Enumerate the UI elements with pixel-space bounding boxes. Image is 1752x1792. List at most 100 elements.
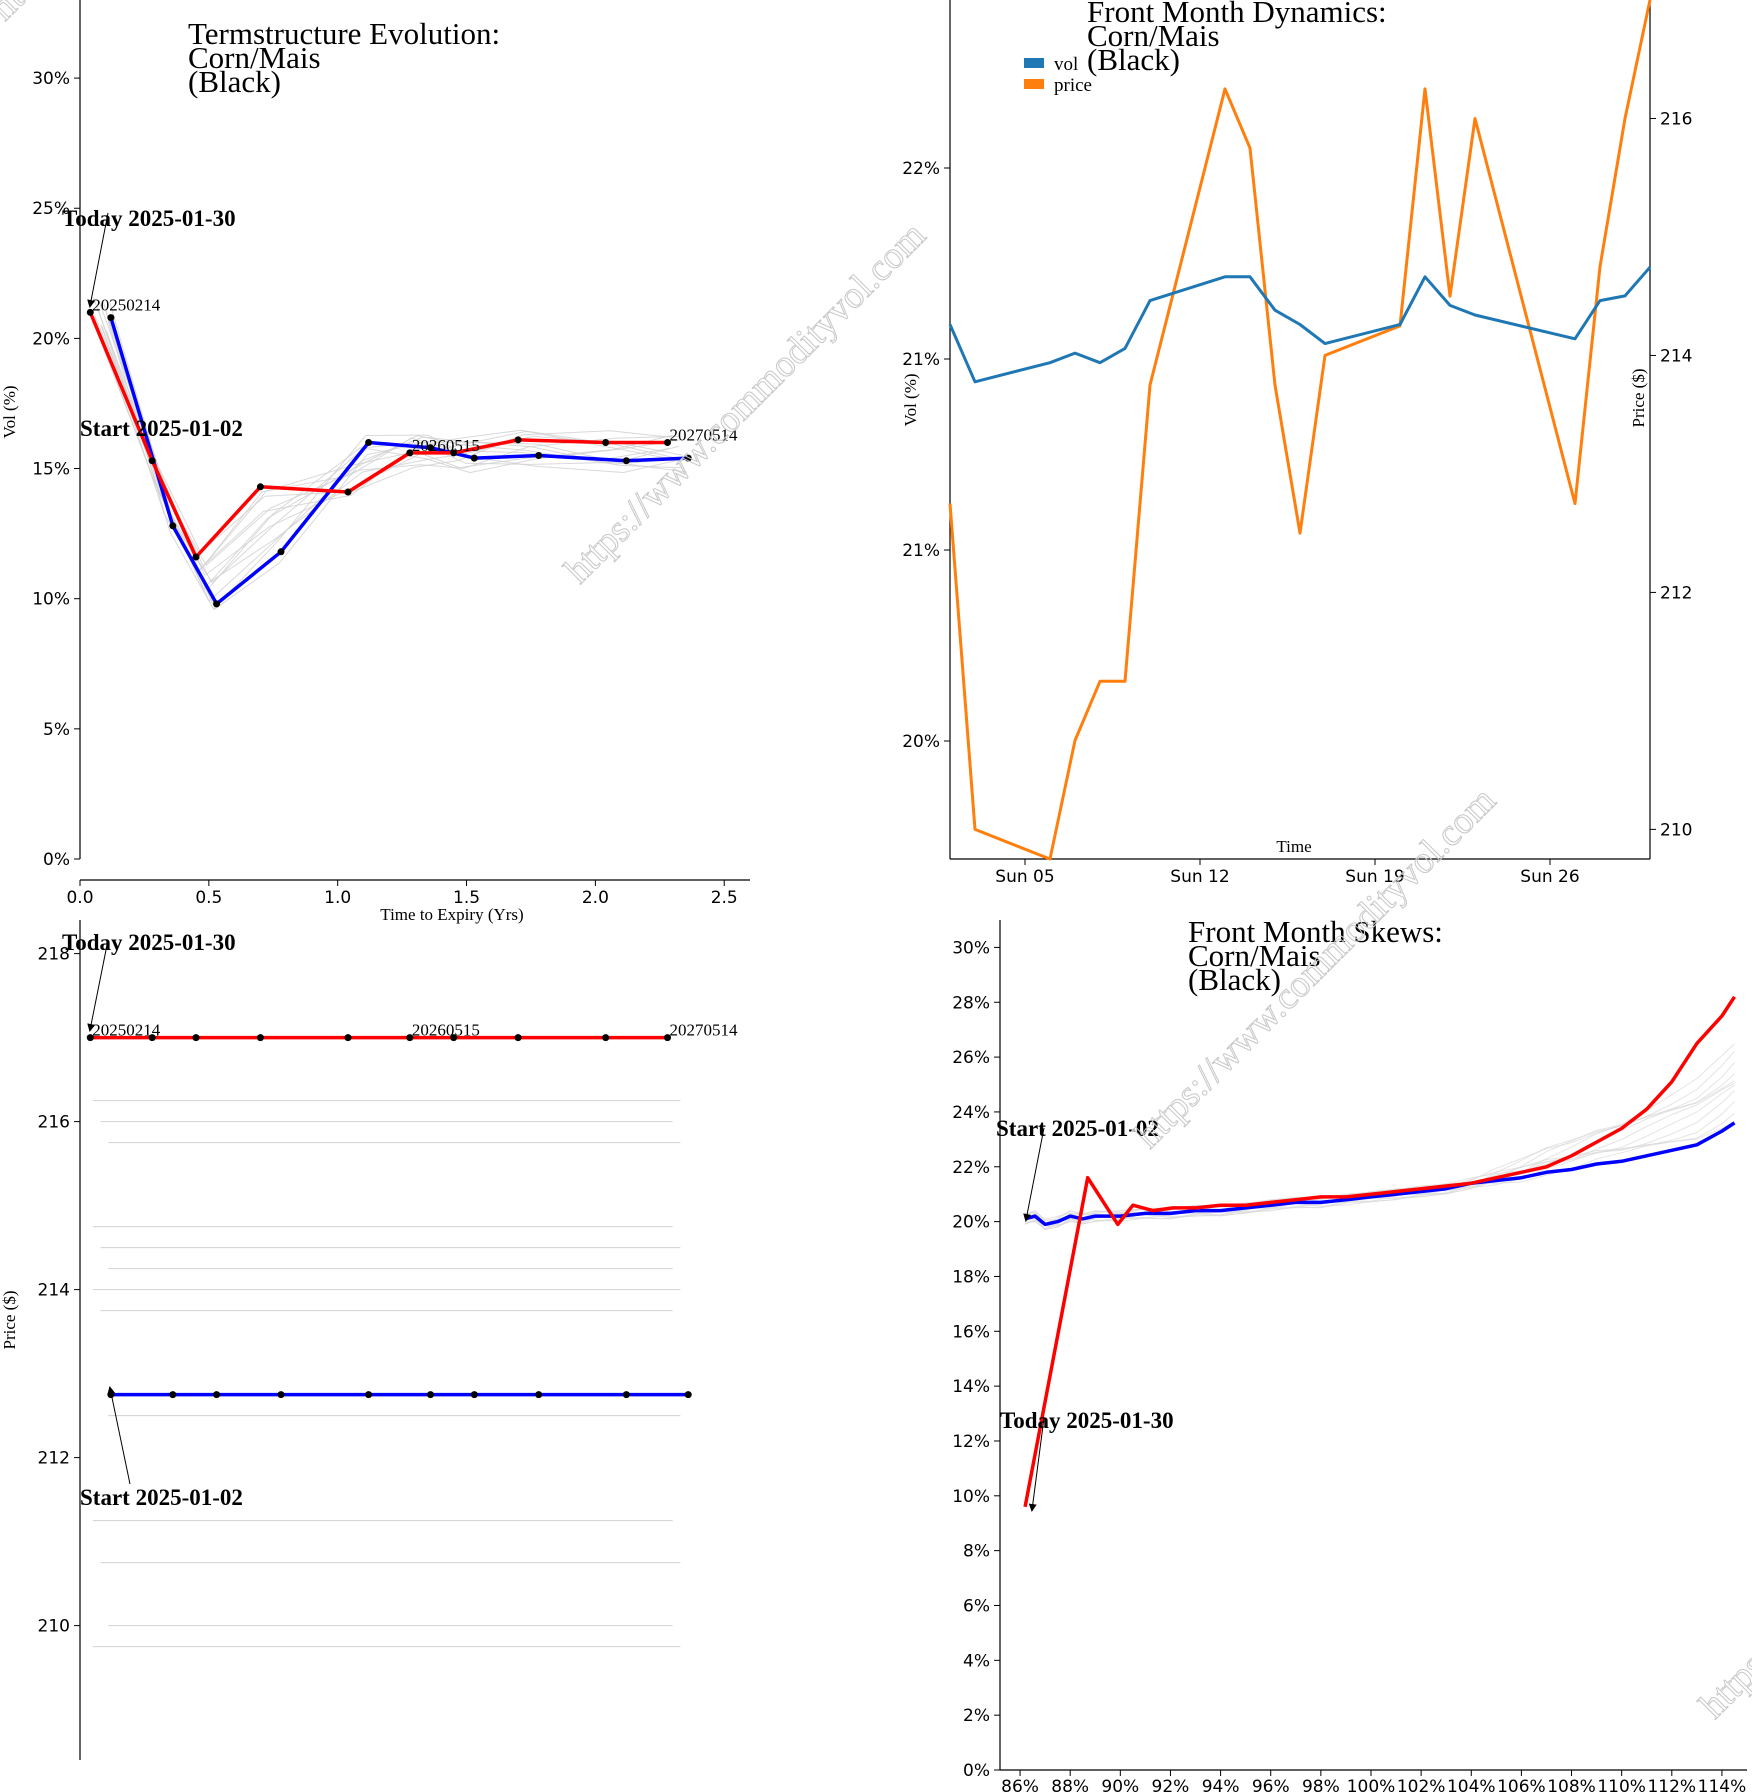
dynamics-panel: 20% 21% 21% 22% 210 212 214 216 Sun 05 Sun 12 Sun … — [901, 0, 1692, 887]
termstructure-point — [406, 449, 414, 457]
price-termstructure-y-tick-label: 214 — [38, 1281, 70, 1301]
price-termstructure-today-arrow — [87, 939, 109, 1032]
dynamics-x-tick-label: Sun 19 — [1345, 867, 1404, 887]
dynamics-title-line1: Front Month Dynamics: — [1087, 0, 1387, 29]
dynamics-legend: vol price — [1024, 54, 1092, 96]
dynamics-x-tick-label: Sun 12 — [1170, 867, 1229, 887]
price-termstructure-series: 20250214 20260515 20270514 — [86, 1021, 738, 1399]
price-termstructure-point — [470, 1391, 478, 1399]
skews-x-tick-label: 98% — [1302, 1777, 1340, 1792]
termstructure-point — [450, 449, 458, 457]
skews-y-tick-label: 14% — [952, 1377, 990, 1397]
dynamics-y-tick-label: 21% — [902, 350, 940, 370]
watermark-1: https://www.commodityvol.com — [557, 214, 934, 591]
watermark-3: https://www.commodityvol.com — [1692, 1349, 1752, 1726]
watermarks: https://www.commodityvol.com https://www… — [0, 0, 1752, 1727]
dynamics-vol-line — [948, 266, 1652, 384]
price-termstructure-today-annotation: Today 2025-01-30 — [62, 930, 236, 955]
skews-x-tick-label: 88% — [1051, 1777, 1089, 1792]
termstructure-point — [256, 483, 264, 491]
price-termstructure-panel: 210 212 214 216 218 20250214 20260515 20270514… — [0, 920, 738, 1760]
termstructure-x-tick-label: 0.0 — [66, 888, 93, 908]
price-termstructure-point — [213, 1391, 221, 1399]
dynamics-y-right-tick-label: 212 — [1660, 583, 1692, 603]
termstructure-title-line3: (Black) — [188, 64, 281, 99]
skews-y-tick-label: 20% — [952, 1213, 990, 1233]
price-termstructure-point — [602, 1034, 610, 1042]
termstructure-point — [86, 308, 94, 316]
price-termstructure-point — [514, 1034, 522, 1042]
price-termstructure-y-tick-label: 218 — [38, 945, 70, 965]
skews-title-line2: Corn/Mais — [1188, 938, 1321, 973]
dynamics-x-label: Time — [1276, 837, 1311, 856]
price-termstructure-point — [344, 1034, 352, 1042]
termstructure-point — [213, 600, 221, 608]
skews-history-line — [1024, 1084, 1735, 1225]
termstructure-x-tick-label: 1.0 — [324, 888, 351, 908]
skews-x-tick-label: 92% — [1152, 1777, 1190, 1792]
price-termstructure-point — [169, 1391, 177, 1399]
price-termstructure-point — [192, 1034, 200, 1042]
skews-y-tick-label: 4% — [963, 1651, 990, 1671]
skews-history-line — [1025, 1062, 1735, 1230]
termstructure-contract-label: 20270514 — [670, 426, 739, 445]
price-termstructure-y-tick-label: 216 — [38, 1113, 70, 1133]
price-termstructure-point — [256, 1034, 264, 1042]
termstructure-point — [535, 452, 543, 459]
price-termstructure-y-tick-label: 210 — [38, 1617, 70, 1637]
termstructure-point — [148, 457, 156, 465]
skews-start-annotation: Start 2025-01-02 — [996, 1116, 1159, 1141]
skews-today-arrow — [1028, 1417, 1045, 1512]
dynamics-title-line3: (Black) — [1087, 42, 1180, 77]
price-termstructure-y-label: Price ($) — [0, 1290, 19, 1349]
price-termstructure-point — [427, 1391, 434, 1399]
termstructure-history-line — [107, 320, 686, 610]
dynamics-axes: 20% 21% 21% 22% 210 212 214 216 Sun 05 Sun 12 Sun … — [902, 0, 1692, 887]
termstructure-point — [514, 436, 522, 444]
price-termstructure-point — [148, 1034, 156, 1042]
skews-y-tick-label: 8% — [963, 1542, 990, 1562]
termstructure-today-arrow — [87, 212, 109, 308]
dynamics-y-right-tick-label: 216 — [1660, 109, 1692, 129]
dynamics-y-right-tick-label: 210 — [1660, 820, 1692, 840]
dynamics-y-tick-label: 21% — [902, 541, 940, 561]
skews-y-tick-label: 16% — [952, 1322, 990, 1342]
skews-x-tick-label: 100% — [1347, 1777, 1396, 1792]
skews-title-line3: (Black) — [1188, 962, 1281, 997]
termstructure-y-tick-label: 25% — [32, 199, 70, 219]
skews-x-tick-label: 104% — [1447, 1777, 1496, 1792]
termstructure-point — [277, 548, 285, 556]
termstructure-point — [664, 439, 671, 446]
termstructure-point — [684, 454, 692, 462]
skews-y-tick-label: 12% — [952, 1432, 990, 1452]
termstructure-x-tick-label: 2.5 — [711, 888, 738, 908]
skews-x-tick-label: 106% — [1497, 1777, 1546, 1792]
termstructure-y-tick-label: 15% — [32, 460, 70, 480]
termstructure-y-label: Vol (%) — [0, 385, 19, 438]
skews-start-arrow — [1023, 1127, 1045, 1222]
termstructure-series: 20250214 20260515 20270514 — [86, 295, 739, 608]
price-termstructure-point — [277, 1391, 285, 1399]
termstructure-title-line1: Termstructure Evolution: — [188, 16, 500, 51]
termstructure-point — [470, 454, 478, 462]
termstructure-history-line — [94, 315, 673, 553]
skews-history-line — [1025, 1073, 1735, 1226]
skews-x-tick-label: 94% — [1202, 1777, 1240, 1792]
termstructure-point — [107, 314, 115, 322]
price-termstructure-point — [535, 1391, 543, 1399]
termstructure-series-line — [109, 317, 689, 606]
price-termstructure-point — [450, 1034, 458, 1042]
skews-x-tick-label: 110% — [1597, 1777, 1646, 1792]
skews-y-tick-label: 24% — [952, 1103, 990, 1123]
termstructure-point — [344, 488, 352, 496]
termstructure-y-tick-label: 30% — [32, 69, 70, 89]
skews-y-tick-label: 2% — [963, 1706, 990, 1726]
skews-x-tick-label: 114% — [1698, 1777, 1747, 1792]
termstructure-y-tick-label: 10% — [32, 590, 70, 610]
termstructure-contract-label: 20250214 — [92, 295, 161, 314]
dynamics-y-tick-label: 20% — [902, 732, 940, 752]
dynamics-series — [948, 0, 1652, 861]
dynamics-x-tick-label: Sun 26 — [1520, 867, 1579, 887]
price-termstructure-history — [92, 1100, 681, 1648]
